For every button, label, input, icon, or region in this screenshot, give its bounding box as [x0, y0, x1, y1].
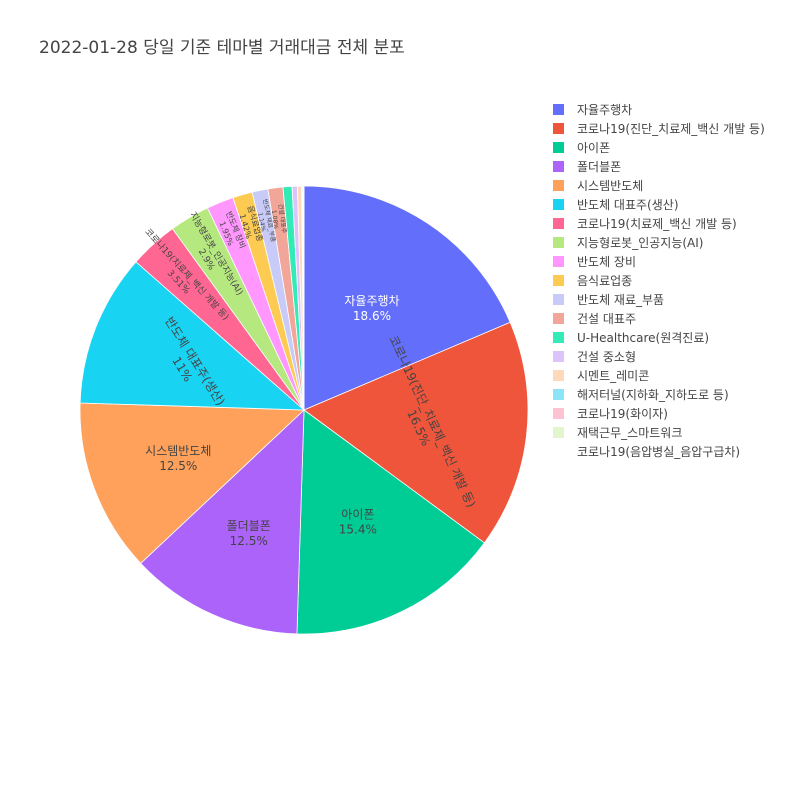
legend-item[interactable]: 건설 중소형: [553, 350, 636, 364]
legend-item[interactable]: 반도체 재료_부품: [553, 293, 664, 307]
legend-item[interactable]: 반도체 대표주(생산): [553, 198, 679, 212]
legend-item[interactable]: 해저터널(지하화_지하도로 등): [553, 388, 729, 402]
legend-label: 시스템반도체: [577, 179, 643, 193]
legend-swatch: [553, 427, 564, 438]
legend-swatch: [553, 237, 564, 248]
legend-swatch: [553, 446, 564, 457]
legend-label: 반도체 대표주(생산): [577, 198, 679, 212]
legend-swatch: [553, 313, 564, 324]
legend-label: 아이폰: [577, 141, 610, 155]
legend-label: 재택근무_스마트워크: [577, 426, 682, 440]
legend-swatch: [553, 332, 564, 343]
legend-swatch: [553, 370, 564, 381]
slice-label-value: 1.08%: [270, 210, 279, 230]
pie-slice[interactable]: [303, 321, 529, 544]
legend-item[interactable]: 시스템반도체: [553, 179, 643, 193]
legend-swatch: [553, 218, 564, 229]
legend-label: 코로나19(치료제_백신 개발 등): [577, 217, 737, 231]
legend-swatch: [553, 389, 564, 400]
slice-label-name: 폴더블폰: [227, 519, 271, 533]
legend-swatch: [553, 294, 564, 305]
pie-slice[interactable]: [140, 409, 305, 635]
slice-label-value: 18.6%: [353, 309, 391, 323]
pie-slice[interactable]: [303, 185, 511, 411]
legend-swatch: [553, 142, 564, 153]
legend-item[interactable]: 건설 대표주: [553, 312, 636, 326]
pie-slices: [79, 185, 529, 635]
legend-swatch: [553, 104, 564, 115]
legend-swatch: [553, 180, 564, 191]
legend-item[interactable]: 코로나19(화이자): [553, 407, 668, 421]
legend-label: 코로나19(진단_치료제_백신 개발 등): [577, 122, 765, 136]
legend-label: U-Healthcare(원격진료): [577, 331, 709, 345]
slice-label-name: 자율주행차: [344, 293, 399, 308]
legend-label: 코로나19(음압병실_음압구급차): [577, 445, 740, 459]
legend-item[interactable]: 자율주행차: [553, 102, 632, 117]
pie-slice[interactable]: [79, 261, 306, 411]
legend-item[interactable]: 아이폰: [553, 141, 610, 155]
legend-swatch: [553, 161, 564, 172]
legend-label: 지능형로봇_인공지능(AI): [577, 236, 703, 250]
slice-label-name: 건설 대표주: [277, 203, 289, 234]
legend-label: 폴더블폰: [577, 160, 621, 174]
slice-label: 아이폰 15.4%: [339, 507, 377, 536]
legend-label: 해저터널(지하화_지하도로 등): [577, 388, 729, 402]
legend-swatch: [553, 351, 564, 362]
slice-label: 자율주행차 18.6%: [344, 293, 399, 323]
legend-label: 반도체 재료_부품: [577, 293, 664, 307]
legend-item[interactable]: 코로나19(치료제_백신 개발 등): [553, 217, 737, 231]
slice-label-value: 12.5%: [159, 459, 197, 473]
legend-swatch: [553, 199, 564, 210]
slice-label: 폴더블폰 12.5%: [227, 519, 271, 548]
slice-label-value: 1.14%: [256, 212, 267, 232]
legend-label: 건설 대표주: [577, 312, 636, 326]
legend-swatch: [553, 275, 564, 286]
legend-swatch: [553, 123, 564, 134]
legend-item[interactable]: 코로나19(음압병실_음압구급차): [553, 445, 740, 459]
slice-label: 건설 대표주1.08%: [269, 203, 288, 235]
slice-label: 시스템반도체 12.5%: [145, 444, 211, 473]
legend-label: 반도체 장비: [577, 255, 636, 269]
legend-item[interactable]: U-Healthcare(원격진료): [553, 331, 709, 345]
legend-item[interactable]: 반도체 장비: [553, 255, 636, 269]
legend-item[interactable]: 코로나19(진단_치료제_백신 개발 등): [553, 122, 765, 136]
legend-label: 음식료업종: [577, 274, 632, 288]
legend-label: 건설 중소형: [577, 350, 636, 364]
slice-label-name: 시스템반도체: [145, 444, 211, 458]
legend-swatch: [553, 256, 564, 267]
legend-label: 코로나19(화이자): [577, 407, 668, 421]
legend-item[interactable]: 음식료업종: [553, 274, 632, 288]
pie-slice[interactable]: [296, 409, 485, 635]
legend-item[interactable]: 폴더블폰: [553, 160, 621, 174]
legend-swatch: [553, 408, 564, 419]
slice-label-name: 아이폰: [341, 507, 374, 521]
slice-label-value: 12.5%: [230, 534, 268, 548]
pie-slice[interactable]: [79, 402, 305, 564]
legend-label: 시멘트_레미콘: [577, 369, 649, 383]
legend-item[interactable]: 지능형로봇_인공지능(AI): [553, 236, 703, 250]
chart-title: 2022-01-28 당일 기준 테마별 거래대금 전체 분포: [39, 38, 405, 58]
legend-item[interactable]: 재택근무_스마트워크: [553, 426, 682, 440]
legend-label: 자율주행차: [577, 102, 632, 117]
slice-label-value: 15.4%: [339, 522, 377, 536]
legend-item[interactable]: 시멘트_레미콘: [553, 369, 649, 383]
